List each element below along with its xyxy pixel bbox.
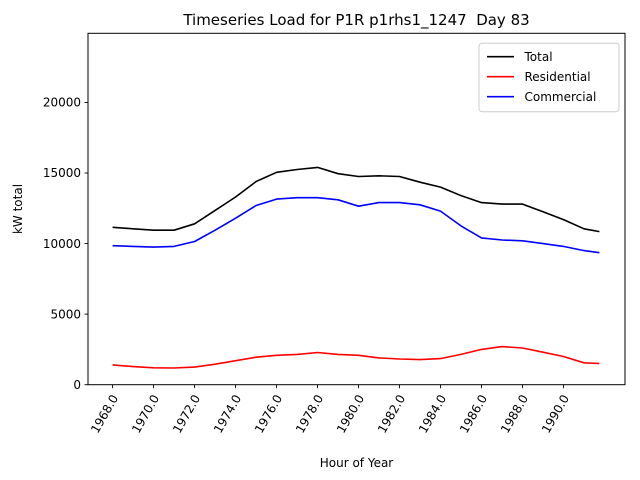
legend: Total Residential Commercial xyxy=(478,42,620,113)
line-residential xyxy=(112,345,600,369)
x-tick-label: 1970.0 xyxy=(129,392,162,435)
legend-label-total: Total xyxy=(524,50,553,64)
legend-frame xyxy=(478,42,620,113)
plot-area-border xyxy=(87,32,626,386)
y-tick-label: 20000 xyxy=(43,96,81,110)
legend-entry-residential: Residential xyxy=(487,70,591,84)
legend-entry-total: Total xyxy=(487,50,553,64)
x-tick-label: 1986.0 xyxy=(457,392,490,435)
x-tick-label: 1974.0 xyxy=(211,392,244,435)
x-tick-label: 1990.0 xyxy=(539,392,572,435)
x-tick-label: 1980.0 xyxy=(334,392,367,435)
chart-title: Timeseries Load for P1R p1rhs1_1247 Day … xyxy=(182,11,529,30)
x-tick-label: 1972.0 xyxy=(170,392,203,435)
x-tick-label: 1978.0 xyxy=(293,392,326,435)
y-tick-label: 10000 xyxy=(43,237,81,251)
y-axis-label: kW total xyxy=(11,184,25,234)
legend-label-commercial: Commercial xyxy=(525,90,597,104)
legend-entry-commercial: Commercial xyxy=(487,90,596,104)
y-tick-label: 0 xyxy=(73,378,81,392)
x-tick-label: 1968.0 xyxy=(88,392,121,435)
line-total xyxy=(112,166,600,233)
x-tick-label: 1982.0 xyxy=(375,392,408,435)
y-tick-label: 15000 xyxy=(43,166,81,180)
line-commercial xyxy=(112,196,600,254)
y-tick-label: 5000 xyxy=(50,307,81,321)
x-tick-label: 1976.0 xyxy=(252,392,285,435)
x-tick-label: 1988.0 xyxy=(498,392,531,435)
x-tick-label: 1984.0 xyxy=(416,392,449,435)
legend-label-residential: Residential xyxy=(525,70,591,84)
data-lines xyxy=(112,166,600,369)
x-axis-label: Hour of Year xyxy=(320,456,394,470)
